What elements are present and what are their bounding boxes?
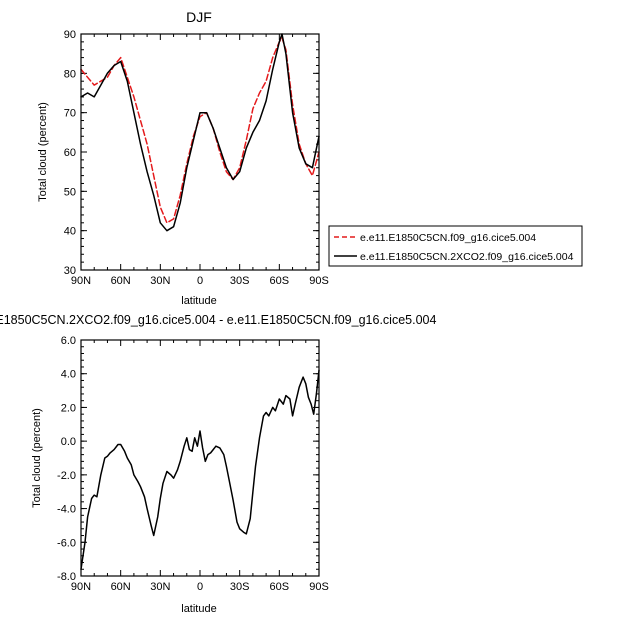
bottom-panel: e.e11.E1850C5CN.2XCO2.f09_g16.cice5.004 … xyxy=(0,313,436,615)
top-x-tick-label: 30S xyxy=(230,275,250,287)
bottom-y-tick-label: 0.0 xyxy=(61,436,76,448)
top-x-tick-label: 60N xyxy=(111,275,131,287)
bottom-x-axis-label: latitude xyxy=(181,603,216,615)
bottom-x-tick-label: 90S xyxy=(309,581,329,593)
legend-box xyxy=(328,225,583,267)
bottom-series-group xyxy=(80,369,320,571)
bottom-y-tick-label: -6.0 xyxy=(57,537,76,549)
bottom-plot-frame xyxy=(80,339,320,577)
top-y-axis-label: Total cloud (percent) xyxy=(37,102,49,202)
top-series-1-line xyxy=(80,37,320,224)
top-y-tick-label: 50 xyxy=(64,186,76,198)
top-x-axis-label: latitude xyxy=(181,295,216,307)
top-x-tick-label: 30N xyxy=(150,275,170,287)
bottom-x-tick-label: 0 xyxy=(197,581,203,593)
top-axis-ticks: 90N 60N 30N 0 30S 60S 90S 30 40 50 60 70 80 90 xyxy=(64,29,329,287)
bottom-x-tick-label: 90N xyxy=(71,581,91,593)
bottom-axis-ticks: 90N 60N 30N 0 30S 60S 90S -8.0 -6.0 -4.0 -2.0 0.0 2.… xyxy=(57,335,329,593)
top-panel: DJF Total cloud (percent) latitude 90N 60… xyxy=(37,9,329,307)
bottom-x-tick-label: 60S xyxy=(270,581,290,593)
top-series-group xyxy=(80,33,320,232)
bottom-x-tick-label: 30S xyxy=(230,581,250,593)
bottom-x-tick-label: 60N xyxy=(111,581,131,593)
top-y-tick-label: 70 xyxy=(64,108,76,120)
top-y-tick-label: 30 xyxy=(64,265,76,277)
bottom-chart-title: e.e11.E1850C5CN.2XCO2.f09_g16.cice5.004 … xyxy=(0,313,436,327)
top-x-tick-label: 90N xyxy=(71,275,91,287)
top-x-tick-label: 0 xyxy=(197,275,203,287)
top-y-tick-label: 40 xyxy=(64,226,76,238)
bottom-y-tick-label: -4.0 xyxy=(57,504,76,516)
legend-label-series-1: e.e11.E1850C5CN.f09_g16.cice5.004 xyxy=(360,232,536,244)
bottom-y-tick-label: 6.0 xyxy=(61,335,76,347)
top-chart-title: DJF xyxy=(186,9,212,25)
top-y-tick-label: 60 xyxy=(64,147,76,159)
top-x-tick-label: 60S xyxy=(270,275,290,287)
top-series-2-line xyxy=(80,33,320,232)
top-y-tick-label: 90 xyxy=(64,29,76,41)
bottom-x-tick-label: 30N xyxy=(150,581,170,593)
bottom-series-1-line xyxy=(80,369,320,571)
top-plot-frame xyxy=(80,33,320,271)
bottom-y-tick-label: 4.0 xyxy=(61,369,76,381)
legend: e.e11.E1850C5CN.f09_g16.cice5.004 e.e11.… xyxy=(328,225,583,267)
bottom-y-tick-label: -2.0 xyxy=(57,470,76,482)
bottom-y-tick-label: -8.0 xyxy=(57,571,76,583)
top-y-tick-label: 80 xyxy=(64,68,76,80)
top-x-tick-label: 90S xyxy=(309,275,329,287)
bottom-y-axis-label: Total cloud (percent) xyxy=(31,408,43,508)
legend-label-series-2: e.e11.E1850C5CN.2XCO2.f09_g16.cice5.004 xyxy=(360,251,574,263)
bottom-y-tick-label: 2.0 xyxy=(61,402,76,414)
